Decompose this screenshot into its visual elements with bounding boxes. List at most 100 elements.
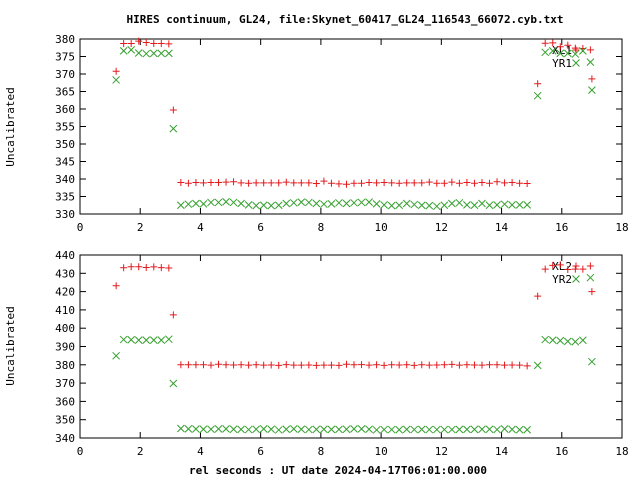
x-tick-label: 6 <box>257 445 264 458</box>
data-point <box>215 360 223 368</box>
data-point <box>164 335 173 344</box>
data-point <box>207 425 215 434</box>
data-point <box>579 265 587 273</box>
data-point <box>500 200 509 209</box>
data-point <box>501 361 509 369</box>
data-point <box>245 361 253 369</box>
data-point <box>350 179 358 187</box>
y-tick-label: 335 <box>55 191 75 204</box>
data-point <box>571 265 579 273</box>
data-point <box>229 198 238 207</box>
data-point <box>501 179 509 187</box>
data-point <box>177 424 185 433</box>
data-point <box>534 292 542 300</box>
data-point <box>320 177 328 185</box>
data-point <box>157 49 166 58</box>
x-tick-label: 4 <box>197 221 204 234</box>
data-point <box>493 201 501 209</box>
data-point <box>548 47 557 55</box>
y-tick-label: 375 <box>55 51 75 64</box>
y-axis-label: Uncalibrated <box>4 306 17 385</box>
data-point <box>230 178 238 186</box>
x-tick-label: 8 <box>318 445 325 458</box>
data-point <box>127 263 135 271</box>
data-point <box>470 201 479 210</box>
data-point <box>214 198 223 207</box>
data-point <box>493 178 501 186</box>
data-point <box>470 179 478 187</box>
data-point <box>342 199 351 208</box>
data-point <box>327 179 335 187</box>
data-point <box>586 273 595 282</box>
data-point <box>556 336 565 345</box>
data-point <box>541 335 550 344</box>
data-point <box>564 41 572 49</box>
y-tick-label: 340 <box>55 173 75 186</box>
data-point <box>571 44 579 52</box>
data-point <box>549 261 557 269</box>
data-point <box>142 39 150 46</box>
data-point <box>463 425 471 434</box>
data-point <box>515 201 524 209</box>
data-point <box>485 425 494 434</box>
data-point <box>541 39 549 47</box>
data-point <box>533 91 542 100</box>
data-point <box>335 361 343 369</box>
data-point <box>119 47 128 55</box>
data-point <box>177 361 185 369</box>
data-point <box>164 49 173 58</box>
data-point <box>516 179 524 187</box>
data-point <box>282 425 291 434</box>
data-point <box>157 40 165 48</box>
data-point <box>478 425 486 434</box>
data-point <box>515 425 524 434</box>
data-point <box>433 179 441 187</box>
y-tick-label: 340 <box>55 432 75 445</box>
y-tick-label: 440 <box>55 249 75 262</box>
y-tick-label: 430 <box>55 267 75 280</box>
y-tick-label: 370 <box>55 68 75 81</box>
data-point <box>402 199 411 208</box>
data-point <box>289 424 298 433</box>
x-tick-label: 0 <box>77 445 84 458</box>
data-point <box>135 263 143 271</box>
data-point <box>485 201 494 210</box>
data-point <box>357 424 366 433</box>
data-point <box>305 361 313 369</box>
data-point <box>548 336 557 344</box>
data-point <box>127 45 136 54</box>
y-tick-label: 355 <box>55 121 75 134</box>
data-point <box>372 426 381 434</box>
data-point <box>215 179 223 186</box>
y-tick-label: 360 <box>55 103 75 116</box>
data-point <box>289 198 298 207</box>
data-point <box>327 425 336 434</box>
data-point <box>134 49 143 57</box>
x-tick-label: 2 <box>137 445 144 458</box>
data-point <box>237 425 245 434</box>
data-point <box>327 199 336 208</box>
data-point <box>425 361 433 369</box>
data-point <box>199 425 208 434</box>
data-point <box>395 425 404 434</box>
y-tick-label: 360 <box>55 395 75 408</box>
data-point <box>463 179 471 186</box>
x-tick-label: 18 <box>615 221 628 234</box>
data-point <box>586 58 595 66</box>
x-tick-label: 4 <box>197 445 204 458</box>
data-point <box>586 46 594 54</box>
data-point <box>588 357 596 366</box>
data-point <box>134 336 143 344</box>
legend-marker <box>572 262 580 270</box>
data-point <box>237 361 245 369</box>
data-point <box>440 425 449 434</box>
data-point <box>395 361 403 369</box>
data-point <box>402 425 411 434</box>
data-point <box>373 361 381 369</box>
data-point <box>157 336 166 344</box>
data-point <box>169 106 177 114</box>
data-point <box>199 179 207 187</box>
data-point <box>282 361 290 369</box>
data-point <box>350 424 358 433</box>
x-tick-label: 0 <box>77 221 84 234</box>
